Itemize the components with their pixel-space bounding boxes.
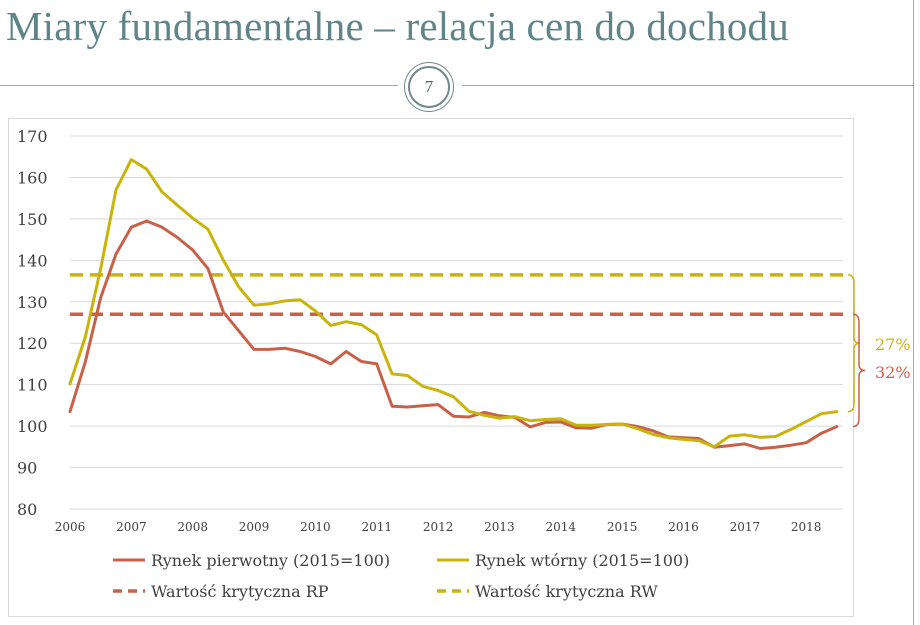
x-tick-label: 2006 — [55, 520, 86, 534]
header-divider-left — [0, 85, 398, 86]
series-line-2 — [68, 158, 839, 449]
series-lines — [68, 158, 839, 450]
y-axis-ticks: 80 90 100 110 120 130 140 150 160 170 — [17, 127, 48, 519]
percent-bracket-1 — [847, 274, 861, 413]
x-tick-label: 2008 — [177, 520, 208, 534]
slide-title: Miary fundamentalne – relacja cen do doc… — [6, 3, 789, 49]
y-tick-label: 170 — [17, 127, 48, 146]
x-tick-label: 2011 — [361, 520, 392, 534]
x-tick-label: 2010 — [300, 520, 331, 534]
right-border-line — [913, 0, 914, 625]
x-tick-label: 2016 — [668, 520, 699, 534]
legend-label: Rynek wtórny (2015=100) — [475, 551, 689, 570]
percent-annotations: 27%32% — [847, 274, 911, 428]
x-tick-label: 2013 — [484, 520, 515, 534]
percent-bracket-2 — [852, 313, 866, 428]
page-number: 7 — [408, 66, 450, 108]
grid-lines — [70, 135, 843, 510]
x-tick-label: 2012 — [423, 520, 454, 534]
y-tick-label: 80 — [17, 500, 37, 519]
y-tick-label: 90 — [17, 459, 37, 478]
legend-label: Rynek pierwotny (2015=100) — [151, 551, 390, 570]
legend-label: Wartość krytyczna RW — [475, 582, 658, 601]
x-tick-label: 2015 — [607, 520, 638, 534]
y-tick-label: 160 — [17, 168, 48, 187]
chart-legend: Rynek pierwotny (2015=100) Rynek wtórny (… — [113, 551, 689, 601]
y-tick-label: 110 — [17, 376, 48, 395]
x-tick-label: 2017 — [730, 520, 761, 534]
series-line-1 — [68, 219, 839, 450]
page-number-badge: 7 — [404, 62, 454, 112]
x-tick-label: 2014 — [546, 520, 577, 534]
y-tick-label: 130 — [17, 293, 48, 312]
header-divider-right — [462, 85, 914, 86]
y-tick-label: 120 — [17, 334, 48, 353]
y-tick-label: 150 — [17, 210, 48, 229]
x-axis-ticks: 2006 2007 2008 2009 2010 2011 2012 2013 2014 2015… — [55, 520, 822, 534]
x-tick-label: 2009 — [239, 520, 270, 534]
y-tick-label: 140 — [17, 251, 48, 270]
y-tick-label: 100 — [17, 417, 48, 436]
legend-label: Wartość krytyczna RP — [151, 582, 329, 601]
percent-label-1: 27% — [875, 335, 911, 354]
x-tick-label: 2007 — [116, 520, 147, 534]
threshold-lines — [70, 273, 843, 316]
percent-label-2: 32% — [875, 363, 911, 382]
x-tick-label: 2018 — [791, 520, 822, 534]
